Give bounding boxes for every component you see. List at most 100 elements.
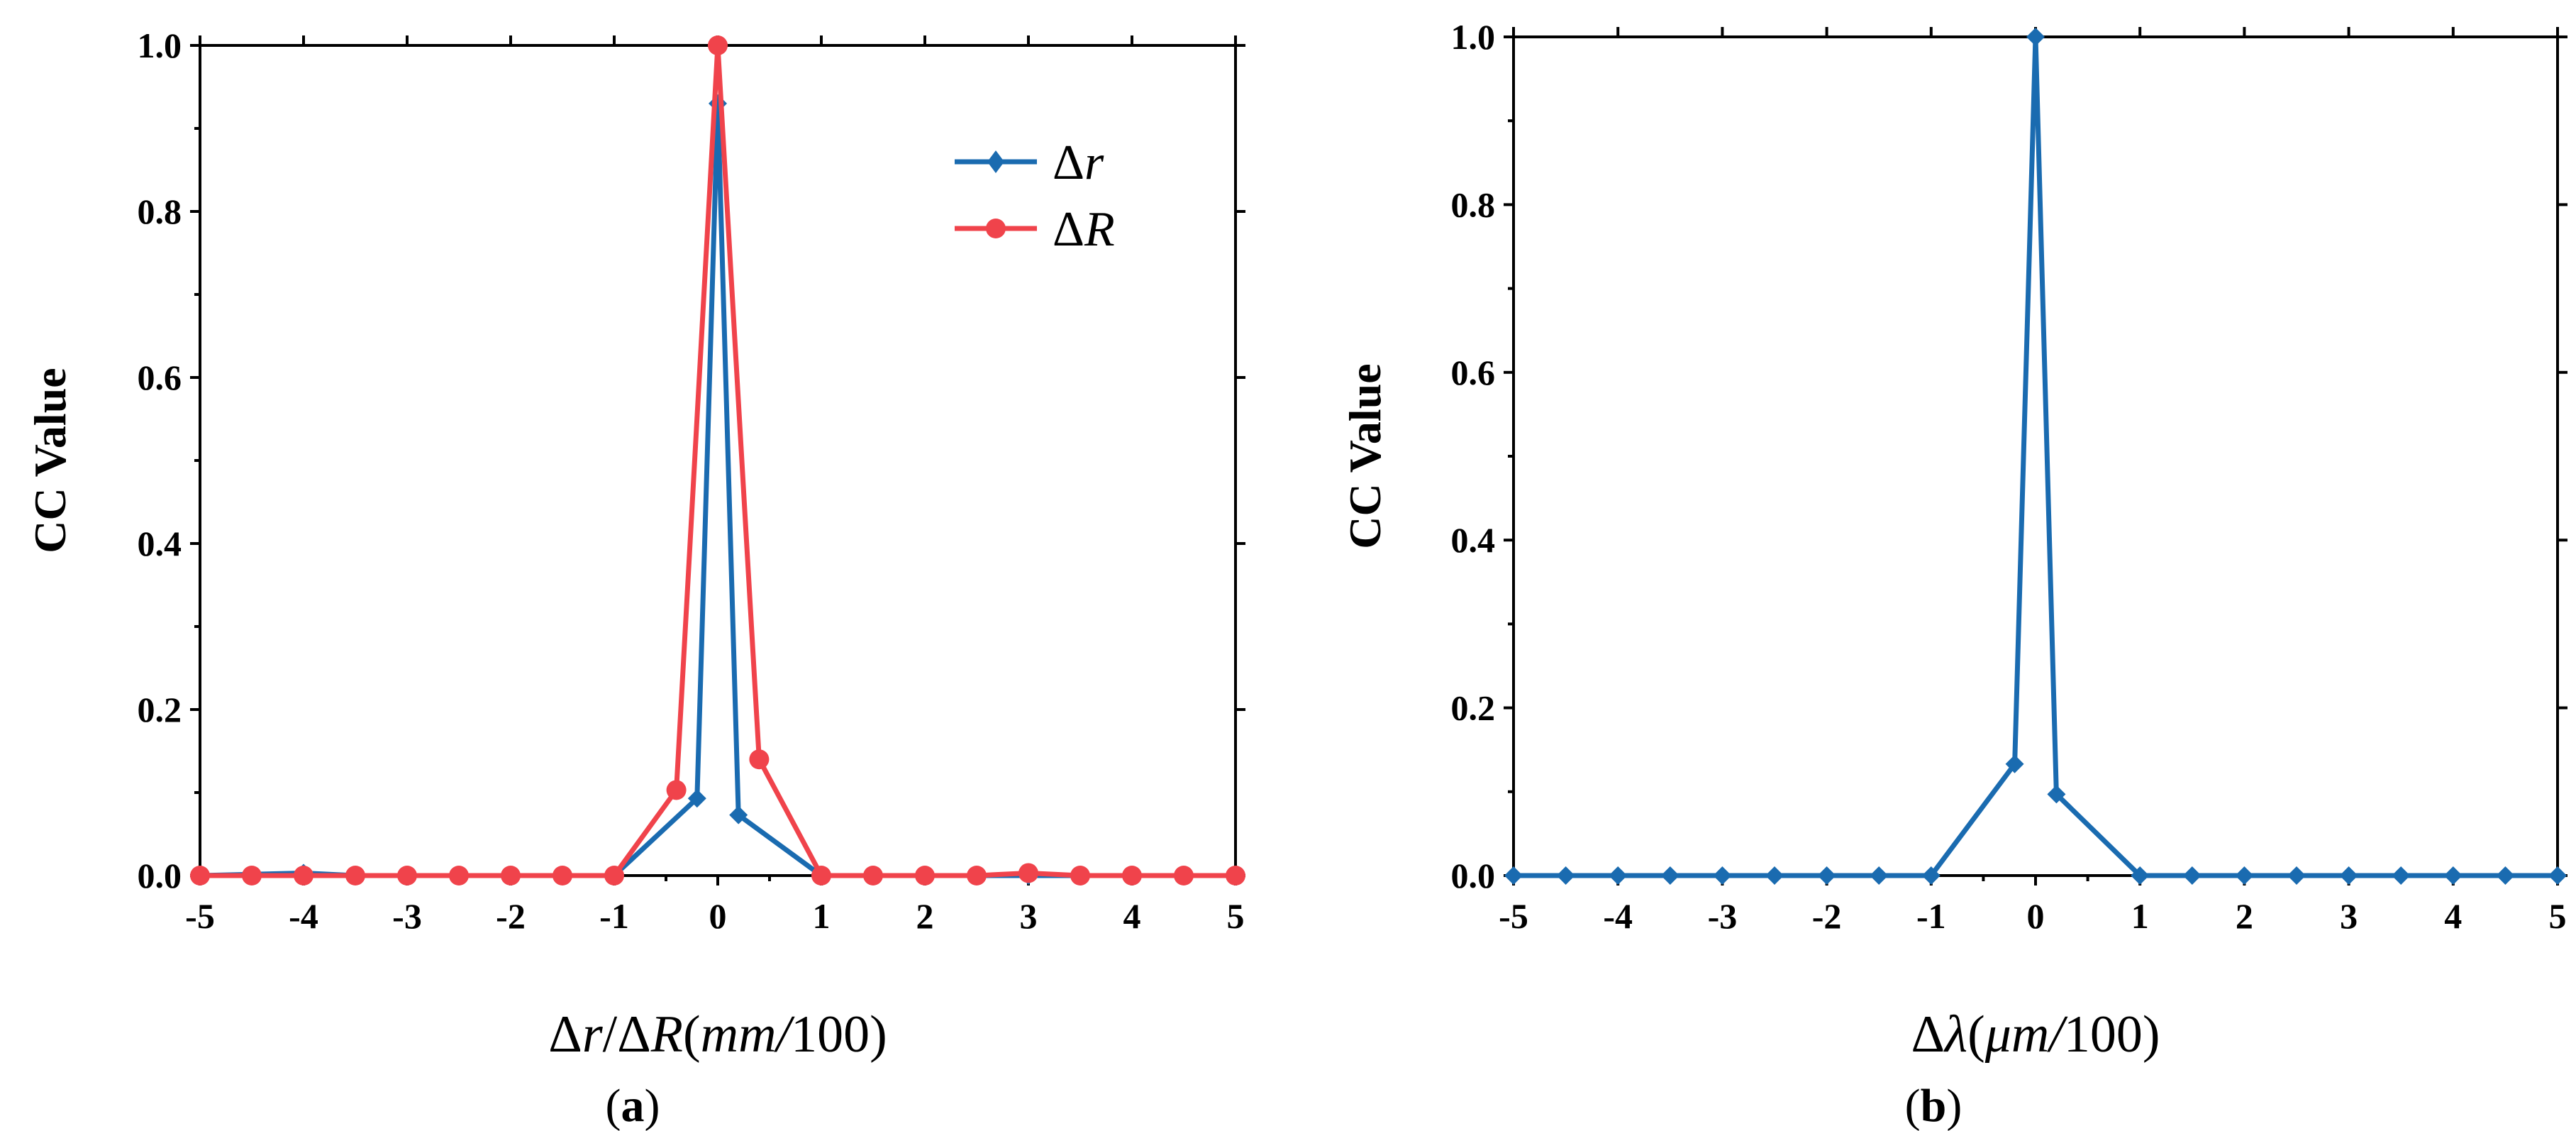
chart-panel-b: -5 -4 -3 -2 -1 0 1 2 3 4 5 0.0 0.2 0.4 0.6 0.8 1.0 CC Va… xyxy=(1340,17,2567,1131)
data-point-a-1 xyxy=(1070,866,1090,886)
x-tick-label-b: -2 xyxy=(1812,896,1842,936)
y-tick-label-a: 0.0 xyxy=(138,856,182,895)
x-tick-label-b: 0 xyxy=(2027,896,2045,936)
x-tick-label-a: -2 xyxy=(496,896,526,936)
data-point-a-0 xyxy=(687,789,706,808)
y-tick-label-b: 1.0 xyxy=(1451,17,1496,57)
y-tick-label-a: 0.2 xyxy=(138,690,182,729)
data-point-a-1 xyxy=(811,866,831,886)
data-point-b-0 xyxy=(2047,785,2066,804)
x-tick-label-a: -4 xyxy=(289,896,318,936)
data-point-a-1 xyxy=(242,866,262,886)
x-tick-label-b: 2 xyxy=(2236,896,2253,936)
x-tick-label-b: 5 xyxy=(2549,896,2567,936)
y-tick-label-a: 1.0 xyxy=(138,26,182,65)
data-point-a-1 xyxy=(666,780,687,800)
legend-a: Δr ΔR xyxy=(955,136,1115,257)
x-tick-label-a: 0 xyxy=(709,896,727,936)
x-axis-title-a: Δr/ΔR(mm/100) xyxy=(548,1005,887,1064)
y-tick-label-b: 0.8 xyxy=(1451,184,1496,224)
data-point-a-1 xyxy=(749,749,770,770)
y-tick-label-b: 0.6 xyxy=(1451,353,1496,392)
legend-label-delta-r: Δr xyxy=(1053,136,1104,190)
data-point-b-0 xyxy=(2005,754,2024,773)
data-point-a-0 xyxy=(709,94,727,113)
data-point-a-1 xyxy=(449,866,469,886)
data-point-a-1 xyxy=(1226,866,1245,886)
panel-caption-a: (a) xyxy=(606,1080,660,1131)
x-tick-label-a: -5 xyxy=(185,896,215,936)
data-point-a-1 xyxy=(1122,866,1142,886)
data-point-a-1 xyxy=(1174,866,1194,886)
x-tick-label-a: 5 xyxy=(1227,896,1245,936)
tick-group-a: -5 -4 -3 -2 -1 0 1 2 3 4 5 0.0 0.2 0.4 0.6 0.8 1.0 xyxy=(138,26,1245,936)
data-point-b-0 xyxy=(2287,866,2306,885)
legend-item-delta-r: Δr xyxy=(955,136,1104,190)
x-tick-label-a: -1 xyxy=(599,896,629,936)
data-point-a-1 xyxy=(501,866,521,886)
data-point-a-1 xyxy=(397,866,417,886)
legend-marker-delta-R xyxy=(986,219,1006,238)
legend-marker-delta-r xyxy=(987,150,1004,173)
x-tick-label-b: 4 xyxy=(2444,896,2462,936)
x-tick-label-b: -1 xyxy=(1916,896,1946,936)
data-point-a-1 xyxy=(553,866,572,886)
y-tick-label-a: 0.8 xyxy=(138,192,182,231)
x-tick-label-a: 3 xyxy=(1020,896,1038,936)
data-point-a-0 xyxy=(729,805,748,824)
x-tick-label-b: 3 xyxy=(2340,896,2358,936)
y-tick-label-b: 0.0 xyxy=(1451,856,1496,895)
y-tick-label-b: 0.2 xyxy=(1451,688,1496,728)
x-tick-label-a: 2 xyxy=(916,896,934,936)
data-point-b-0 xyxy=(1765,866,1784,885)
data-point-b-0 xyxy=(1870,866,1889,885)
series-group-b xyxy=(1504,28,2567,885)
data-point-a-1 xyxy=(708,35,728,55)
x-tick-label-a: 4 xyxy=(1123,896,1141,936)
legend-item-delta-R: ΔR xyxy=(955,202,1115,257)
data-point-b-0 xyxy=(1556,866,1575,885)
x-tick-label-a: 1 xyxy=(813,896,831,936)
x-tick-label-b: -5 xyxy=(1499,896,1528,936)
data-point-a-1 xyxy=(967,866,987,886)
x-axis-title-b: Δλ(μm/100) xyxy=(1911,1005,2160,1064)
data-point-a-1 xyxy=(345,866,365,886)
data-point-a-1 xyxy=(863,866,883,886)
series-group-a xyxy=(190,35,1245,886)
data-point-b-0 xyxy=(2131,866,2150,885)
data-point-b-0 xyxy=(2496,866,2515,885)
legend-label-delta-R: ΔR xyxy=(1053,202,1115,257)
y-tick-label-b: 0.4 xyxy=(1451,520,1496,560)
data-point-b-0 xyxy=(1609,866,1628,885)
panel-caption-b: (b) xyxy=(1905,1080,1962,1131)
data-point-b-0 xyxy=(1713,866,1732,885)
data-point-b-0 xyxy=(1504,866,1523,885)
data-point-b-0 xyxy=(2392,866,2411,885)
y-axis-title-b: CC Value xyxy=(1340,363,1390,548)
x-tick-label-b: -3 xyxy=(1708,896,1738,936)
data-point-a-1 xyxy=(915,866,935,886)
series-line-b-0 xyxy=(1514,34,2558,878)
data-point-a-1 xyxy=(604,866,624,886)
data-point-b-0 xyxy=(2235,866,2254,885)
data-point-b-0 xyxy=(1660,866,1680,885)
y-tick-label-a: 0.4 xyxy=(138,524,182,563)
data-point-b-0 xyxy=(2548,866,2567,885)
data-point-b-0 xyxy=(2182,866,2202,885)
data-point-b-0 xyxy=(2339,866,2358,885)
data-point-a-1 xyxy=(294,866,313,886)
chart-panel-a: -5 -4 -3 -2 -1 0 1 2 3 4 5 0.0 0.2 0.4 0.6 0.8 1.0 CC Va… xyxy=(25,26,1245,1131)
data-point-a-1 xyxy=(1018,863,1038,883)
data-point-b-0 xyxy=(1817,866,1836,885)
y-axis-title-a: CC Value xyxy=(25,368,75,553)
x-tick-label-b: 1 xyxy=(2131,896,2149,936)
data-point-b-0 xyxy=(2443,866,2463,885)
data-point-b-0 xyxy=(1921,866,1941,885)
data-point-a-1 xyxy=(190,866,210,886)
x-tick-label-a: -3 xyxy=(392,896,422,936)
tick-group-b: -5 -4 -3 -2 -1 0 1 2 3 4 5 0.0 0.2 0.4 0.6 0.8 1.0 xyxy=(1451,17,2567,936)
x-tick-label-b: -4 xyxy=(1603,896,1633,936)
y-tick-label-a: 0.6 xyxy=(138,358,182,397)
plot-area-b xyxy=(1512,35,2559,877)
